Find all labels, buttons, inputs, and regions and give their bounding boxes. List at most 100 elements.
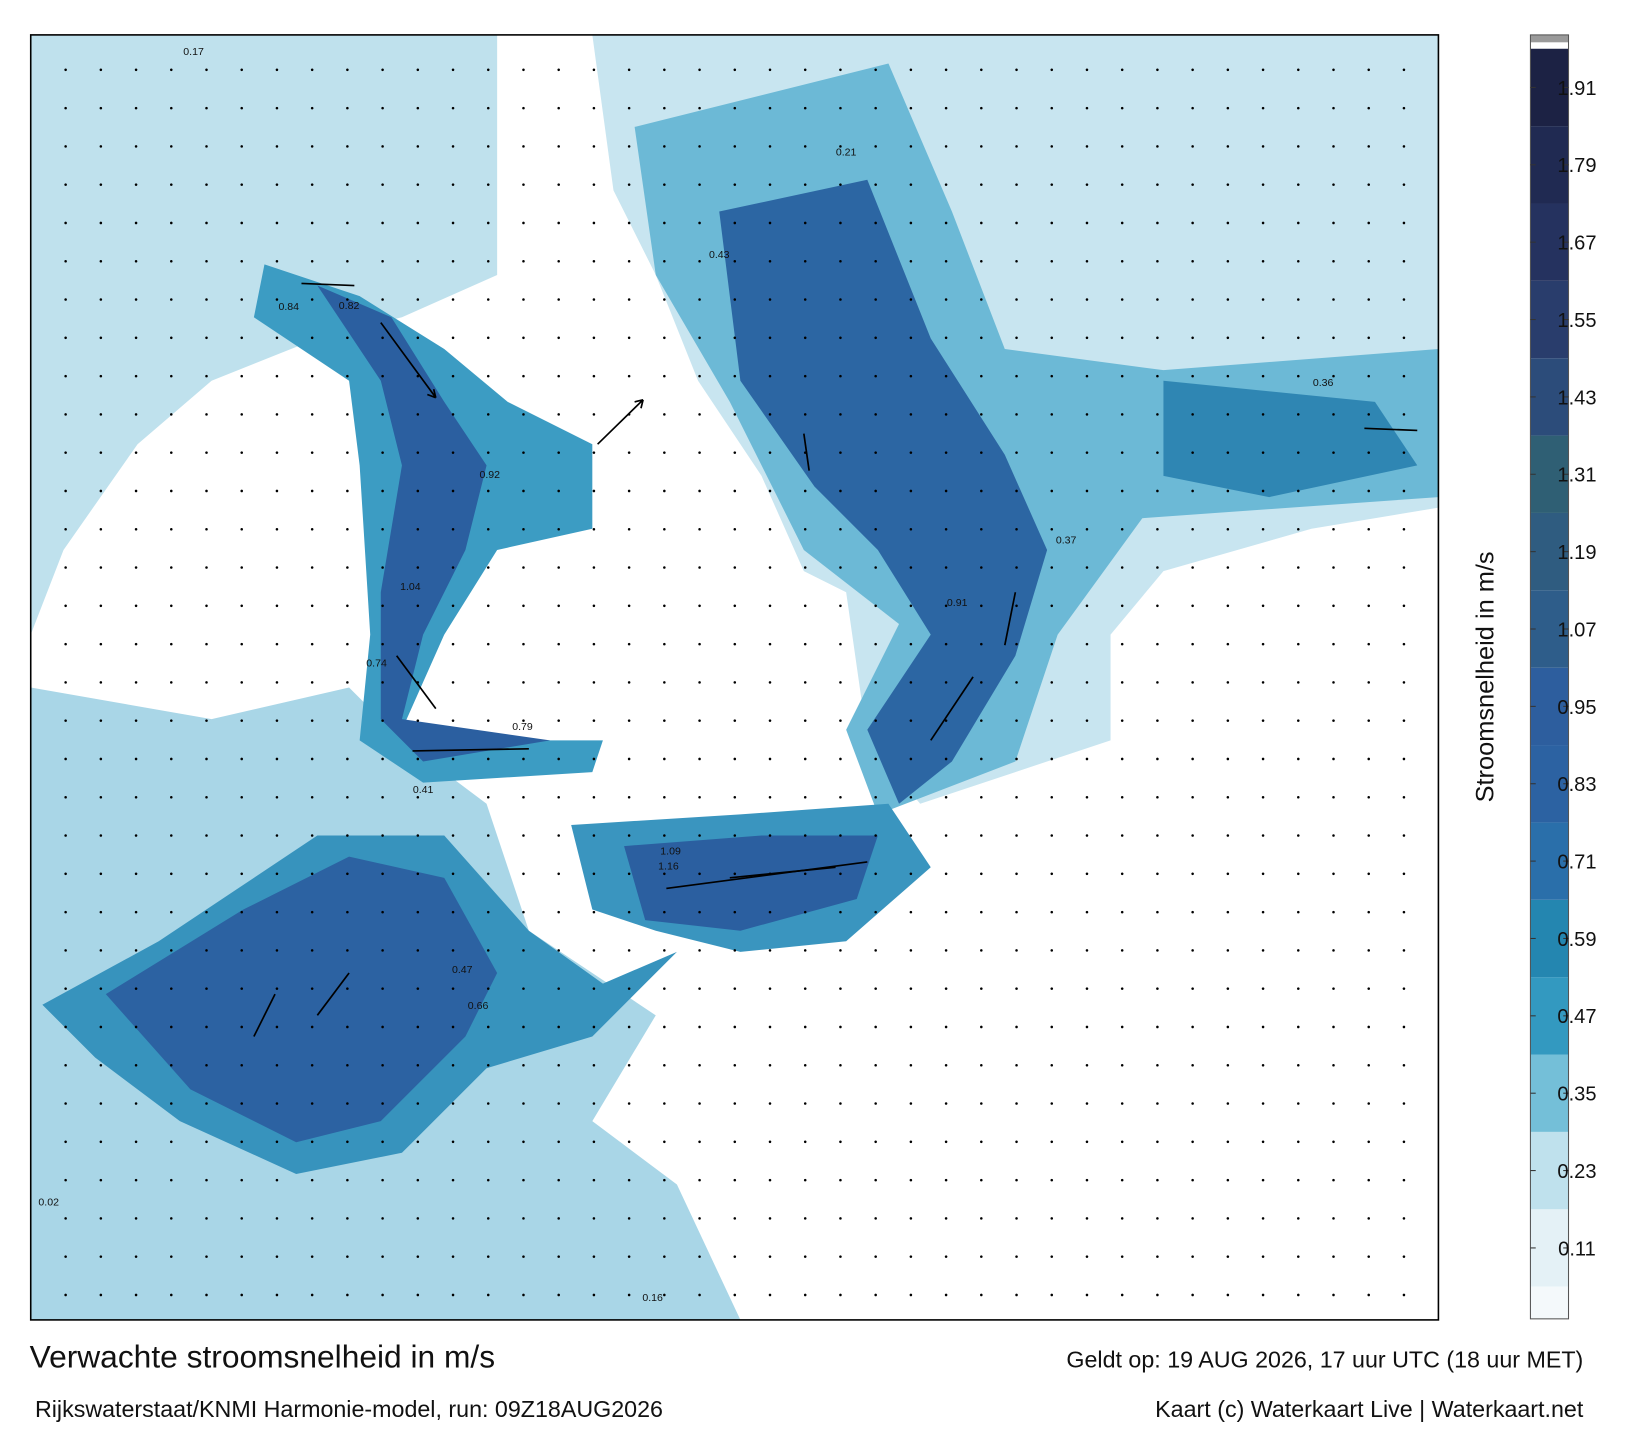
grid-dot bbox=[1156, 1293, 1159, 1297]
grid-dot bbox=[486, 1255, 490, 1258]
grid-dot bbox=[1015, 1102, 1018, 1105]
grid-dot bbox=[486, 1102, 490, 1105]
grid-dot bbox=[416, 1293, 420, 1297]
grid-dot bbox=[944, 872, 948, 876]
grid-dot bbox=[451, 949, 455, 952]
grid-dot bbox=[733, 221, 737, 225]
grid-dot bbox=[557, 1293, 560, 1297]
speed-label: 0.47 bbox=[452, 964, 473, 976]
grid-dot bbox=[839, 872, 842, 876]
grid-dot bbox=[99, 719, 103, 722]
grid-dot bbox=[1120, 259, 1124, 263]
grid-dot bbox=[99, 259, 103, 263]
grid-dot bbox=[1332, 489, 1335, 493]
grid-dot bbox=[1226, 642, 1230, 646]
grid-dot bbox=[1085, 642, 1089, 646]
grid-dot bbox=[310, 719, 314, 722]
grid-dot bbox=[1120, 757, 1124, 761]
grid-dot bbox=[205, 259, 208, 263]
grid-dot bbox=[170, 1102, 173, 1105]
grid-dot bbox=[909, 413, 913, 416]
grid-dot bbox=[557, 642, 560, 646]
grid-dot bbox=[909, 604, 913, 608]
grid-dot bbox=[1332, 795, 1335, 799]
grid-dot bbox=[1226, 910, 1230, 914]
grid-dot bbox=[768, 1217, 772, 1220]
grid-dot bbox=[839, 949, 842, 952]
grid-dot bbox=[944, 336, 948, 340]
arrow bbox=[301, 282, 355, 287]
grid-dot bbox=[1050, 795, 1054, 799]
channel-middle-core bbox=[624, 835, 878, 931]
grid-dot bbox=[1402, 489, 1406, 493]
grid-dot bbox=[1226, 949, 1230, 952]
grid-dot bbox=[381, 374, 384, 378]
grid-dot bbox=[346, 413, 349, 416]
grid-dot bbox=[839, 221, 842, 225]
grid-dot bbox=[803, 259, 807, 263]
grid-dot bbox=[346, 106, 349, 110]
speed-label: 0.66 bbox=[468, 1000, 489, 1012]
colorbar-frame bbox=[1529, 34, 1570, 1320]
grid-dot bbox=[1297, 1255, 1300, 1258]
grid-dot bbox=[346, 1293, 349, 1297]
grid-dot bbox=[663, 183, 666, 186]
grid-dot bbox=[1085, 1255, 1089, 1258]
grid-dot bbox=[522, 451, 525, 454]
grid-dot bbox=[1226, 221, 1230, 225]
grid-dot bbox=[64, 1025, 67, 1029]
grid-dot bbox=[170, 1178, 173, 1182]
grid-dot bbox=[592, 413, 596, 416]
colorbar-band bbox=[1530, 358, 1569, 436]
grid-dot bbox=[698, 757, 701, 761]
grid-dot bbox=[1226, 1255, 1230, 1258]
grid-dot bbox=[768, 757, 772, 761]
grid-dot bbox=[1297, 489, 1300, 493]
grid-dot bbox=[64, 1255, 67, 1258]
grid-dot bbox=[944, 1025, 948, 1029]
grid-dot bbox=[1120, 604, 1124, 608]
grid-dot bbox=[486, 1140, 490, 1144]
grid-dot bbox=[240, 145, 243, 148]
grid-dot bbox=[275, 949, 279, 952]
grid-dot bbox=[1261, 68, 1265, 72]
grid-dot bbox=[240, 719, 243, 722]
grid-dot bbox=[1261, 949, 1265, 952]
grid-dot bbox=[557, 145, 560, 148]
grid-dot bbox=[522, 1102, 525, 1105]
grid-dot bbox=[170, 910, 173, 914]
grid-dot bbox=[134, 719, 138, 722]
grid-dot bbox=[839, 1063, 842, 1067]
grid-dot bbox=[275, 1178, 279, 1182]
grid-dot bbox=[698, 1178, 701, 1182]
grid-dot bbox=[1367, 642, 1370, 646]
grid-dot bbox=[1402, 1178, 1406, 1182]
speed-label: 0.43 bbox=[709, 249, 730, 261]
grid-dot bbox=[99, 910, 103, 914]
grid-dot bbox=[592, 872, 596, 876]
grid-dot bbox=[1085, 1293, 1089, 1297]
grid-dot bbox=[416, 106, 420, 110]
grid-dot bbox=[1332, 642, 1335, 646]
grid-dot bbox=[1402, 221, 1406, 225]
grid-dot bbox=[768, 1102, 772, 1105]
colorbar-tick-label: 1.07 bbox=[1557, 619, 1596, 641]
grid-dot bbox=[1191, 183, 1194, 186]
grid-dot bbox=[1085, 834, 1089, 837]
grid-dot bbox=[698, 1025, 701, 1029]
grid-dot bbox=[1050, 298, 1054, 301]
grid-dot bbox=[99, 834, 103, 837]
grid-dot bbox=[346, 795, 349, 799]
grid-dot bbox=[592, 259, 596, 263]
grid-dot bbox=[134, 221, 138, 225]
grid-dot bbox=[909, 183, 913, 186]
grid-dot bbox=[663, 336, 666, 340]
grid-dot bbox=[839, 795, 842, 799]
grid-dot bbox=[627, 1178, 631, 1182]
grid-dot bbox=[768, 451, 772, 454]
grid-dot bbox=[1120, 566, 1124, 569]
grid-dot bbox=[1226, 719, 1230, 722]
grid-dot bbox=[1156, 489, 1159, 493]
grid-dot bbox=[768, 298, 772, 301]
grid-dot bbox=[275, 106, 279, 110]
